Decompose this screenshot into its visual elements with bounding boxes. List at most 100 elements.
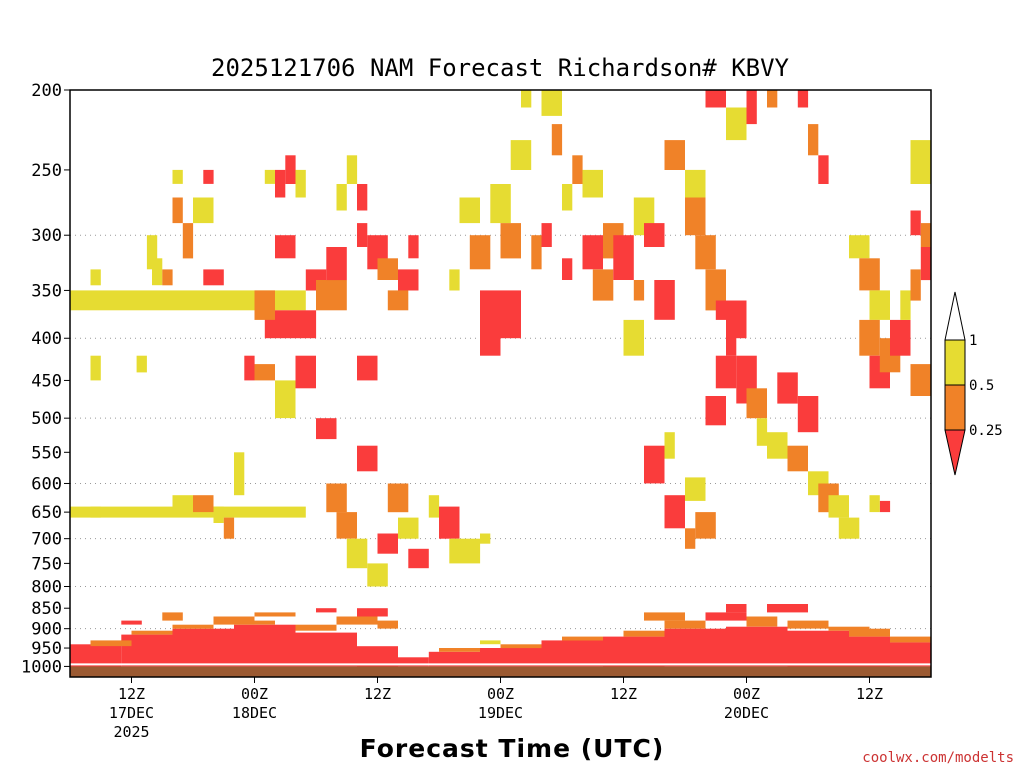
ri-cell <box>654 280 675 320</box>
boundary-layer-cell <box>172 624 214 629</box>
ri-cell <box>859 258 880 291</box>
boundary-layer-cell <box>890 636 931 643</box>
ri-cell <box>449 269 460 291</box>
ri-cell <box>715 355 737 389</box>
ri-cell <box>695 512 716 539</box>
ri-cell <box>172 169 183 184</box>
ri-cell <box>890 319 911 356</box>
x-tick-label: 20DEC <box>724 704 769 722</box>
ri-cell <box>633 280 645 301</box>
ri-cell <box>275 235 296 259</box>
boundary-layer-cell <box>849 636 890 667</box>
ri-cell <box>449 538 481 564</box>
boundary-layer-cell <box>500 644 542 649</box>
x-tick-label: 00Z <box>241 685 268 703</box>
ri-cell <box>838 517 860 539</box>
ri-cell <box>808 124 819 156</box>
ri-cell <box>346 155 358 184</box>
boundary-layer-cell <box>295 624 337 631</box>
y-tick-label: 750 <box>31 554 62 574</box>
boundary-layer-cell <box>254 612 296 617</box>
ri-cell <box>910 140 931 184</box>
x-tick-label: 2025 <box>113 723 149 741</box>
boundary-layer-cell <box>726 626 788 667</box>
ri-cell <box>920 247 932 281</box>
ri-cell <box>316 418 337 440</box>
ri-cell <box>746 388 767 419</box>
ri-cell <box>500 290 521 339</box>
y-tick-label: 650 <box>31 503 62 523</box>
x-tick-label: 12Z <box>364 685 391 703</box>
ri-cell <box>900 290 911 320</box>
ri-cell <box>90 269 101 286</box>
boundary-layer-cell <box>603 636 665 667</box>
ri-cell <box>726 329 737 356</box>
legend-label: 0.5 <box>969 378 994 394</box>
ri-cell <box>726 300 747 339</box>
chart-title: 2025121706 NAM Forecast Richardson# KBVY <box>211 54 790 82</box>
ri-cell <box>203 269 214 286</box>
ri-cell <box>521 90 532 108</box>
ri-cell <box>223 517 235 539</box>
ri-cell <box>685 477 706 501</box>
ri-cell <box>162 269 173 286</box>
ri-cell <box>910 364 931 396</box>
legend-swatch-05-1 <box>944 339 966 386</box>
ri-cell <box>346 538 368 569</box>
ri-cell <box>541 90 562 116</box>
ri-cell <box>480 533 491 544</box>
credit-text: coolwx.com/modelts <box>862 750 1014 766</box>
ri-cell <box>767 432 788 459</box>
ri-cell <box>910 269 921 301</box>
ri-cell <box>562 258 573 280</box>
boundary-layer-cell <box>357 646 398 667</box>
boundary-layer-cell <box>849 628 890 637</box>
ri-cell <box>275 169 286 198</box>
ri-cell <box>705 269 726 311</box>
x-tick-label: 17DEC <box>109 704 154 722</box>
ri-cell <box>685 169 706 198</box>
ri-cell <box>357 184 368 211</box>
boundary-layer-cell <box>480 640 501 645</box>
legend-swatch-below-025 <box>944 429 966 476</box>
x-axis-label: Forecast Time (UTC) <box>360 734 665 763</box>
ri-cell <box>398 269 419 291</box>
ri-cell <box>357 445 378 472</box>
legend-label: 1 <box>969 333 977 349</box>
ri-cell <box>152 258 163 286</box>
ri-cell <box>551 124 563 156</box>
ri-cell <box>408 548 429 569</box>
boundary-layer-cell <box>541 640 603 667</box>
boundary-layer-cell <box>480 648 542 667</box>
ri-cell <box>582 235 603 270</box>
ri-cell <box>367 563 388 587</box>
ri-cell <box>613 235 634 280</box>
ri-cell <box>644 223 665 247</box>
boundary-layer-cell <box>890 642 931 667</box>
ri-cell <box>234 452 245 496</box>
boundary-layer-cell <box>234 624 296 667</box>
boundary-layer-cell <box>316 608 337 613</box>
ri-cell <box>387 483 409 513</box>
ri-cell <box>797 396 819 433</box>
ri-cell <box>275 380 296 419</box>
ri-cell <box>705 90 726 108</box>
boundary-layer-cell <box>726 604 747 613</box>
ri-cell <box>203 169 214 184</box>
boundary-layer-cell <box>295 632 357 667</box>
ri-cell <box>172 197 183 224</box>
boundary-layer-cell <box>90 640 132 647</box>
y-tick-label: 250 <box>31 161 62 181</box>
ri-cell <box>326 483 347 513</box>
y-tick-label: 350 <box>31 281 62 301</box>
ri-cell <box>797 90 809 108</box>
ri-cell <box>777 372 798 404</box>
ri-cell <box>623 319 644 356</box>
ri-cell <box>767 90 778 108</box>
ri-cell <box>377 258 398 280</box>
ri-cell <box>459 197 480 224</box>
boundary-layer-cell <box>746 616 778 627</box>
y-tick-label: 500 <box>31 409 62 429</box>
y-tick-label: 1000 <box>21 657 62 677</box>
